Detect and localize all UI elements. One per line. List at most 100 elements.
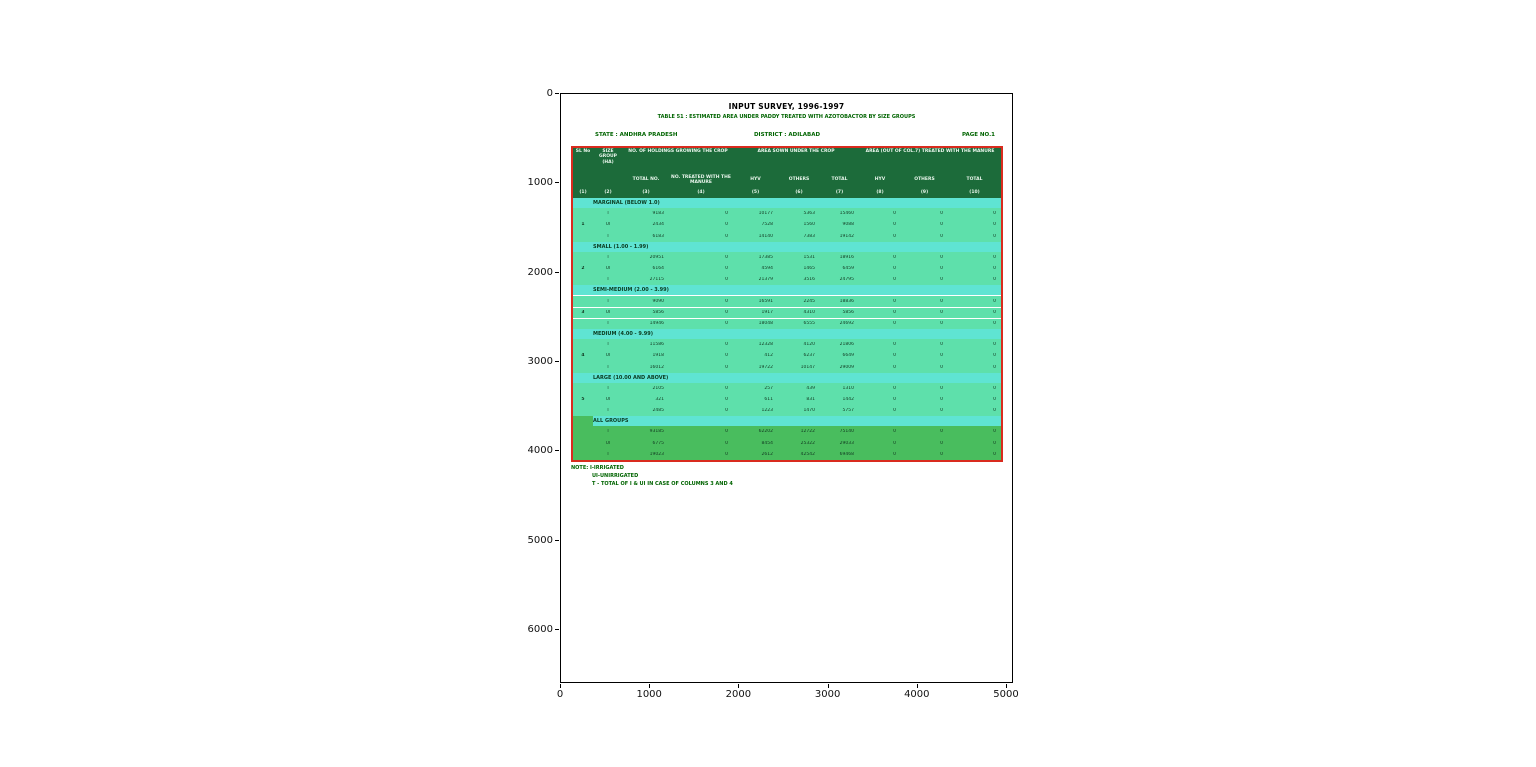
value-cell: 9090	[652, 298, 664, 304]
header-colnum-cell: (6)	[795, 190, 803, 196]
size-group-section: LARGE (10.00 AND ABOVE) I 2105 0 257 439 1310 0…	[573, 372, 1001, 417]
value-cell: 0	[725, 408, 728, 414]
irrigation-type-cell: I	[607, 385, 609, 391]
value-cell: 0	[940, 277, 943, 283]
x-tick-mark	[738, 684, 740, 688]
value-cell: 24692	[839, 321, 854, 327]
value-cell: 0	[993, 277, 996, 283]
value-cell: 14140	[758, 233, 773, 239]
size-group-label: SMALL (1.00 - 1.99)	[593, 243, 649, 250]
value-cell: 25322	[800, 440, 815, 446]
value-cell: 1531	[803, 254, 815, 260]
value-cell: 0	[893, 254, 896, 260]
y-tick-mark	[555, 539, 559, 541]
value-cell: 15460	[839, 211, 854, 217]
value-cell: 6237	[803, 353, 815, 359]
irrigation-type-cell: I	[607, 429, 609, 435]
value-cell: 0	[940, 342, 943, 348]
size-group-band: LARGE (10.00 AND ABOVE)	[573, 372, 1001, 383]
value-cell: 0	[893, 342, 896, 348]
value-cell: 0	[893, 429, 896, 435]
value-cell: 0	[893, 211, 896, 217]
table-row: T 2485 0 1223 1470 5757 0 0 0	[573, 405, 1001, 416]
header-subcol-cell: OTHERS	[788, 177, 810, 183]
irrigation-type-cell: UI	[605, 266, 611, 271]
header-colnum-cell: (3)	[642, 190, 650, 196]
value-cell: 7528	[761, 222, 773, 228]
value-cell: 0	[893, 298, 896, 304]
size-group-section: ALL GROUPS I 93185 0 62202 12722 75140 0 0 0 UI 677…	[573, 416, 1001, 461]
value-cell: 4120	[803, 342, 815, 348]
irrigation-type-cell: UI	[605, 222, 611, 228]
value-cell: 20951	[649, 254, 664, 260]
value-cell: 0	[940, 222, 943, 228]
x-tick-label: 0	[556, 689, 564, 700]
value-cell: 0	[725, 353, 728, 359]
size-group-label: MEDIUM (4.00 - 9.99)	[593, 331, 653, 338]
value-cell: 0	[993, 440, 996, 446]
value-cell: 9088	[842, 222, 854, 228]
size-group-label: SEMI-MEDIUM (2.00 - 3.99)	[593, 287, 669, 294]
value-cell: 0	[725, 266, 728, 271]
value-cell: 0	[993, 298, 996, 304]
value-cell: 321	[655, 397, 664, 403]
header-cell-spacer	[573, 172, 593, 188]
header-subcol-cell: OTHERS	[914, 177, 935, 183]
y-tick-mark	[555, 628, 559, 630]
header-group-cell: NO. OF HOLDINGS GROWING THE CROP	[628, 149, 728, 154]
value-cell: 0	[893, 364, 896, 370]
irrigation-type-cell: I	[607, 298, 609, 304]
value-cell: 6459	[842, 266, 854, 271]
value-cell: 0	[940, 364, 943, 370]
value-cell: 0	[993, 408, 996, 414]
x-tick-mark	[916, 684, 918, 688]
value-cell: 24795	[839, 277, 854, 283]
value-cell: 0	[893, 266, 896, 271]
value-cell: 0	[993, 451, 996, 457]
value-cell: 0	[893, 408, 896, 414]
value-cell: 0	[993, 266, 996, 271]
irrigation-type-cell: T	[606, 408, 610, 414]
band-slno-spacer	[573, 329, 593, 339]
value-cell: 0	[893, 222, 896, 228]
y-tick-mark	[555, 271, 559, 273]
value-cell: 0	[993, 233, 996, 239]
note-line: UI-UNIRRIGATED	[592, 473, 639, 479]
header-cell: SL No	[575, 149, 591, 154]
irrigation-type-cell: T	[606, 321, 610, 327]
value-cell: 9183	[652, 211, 664, 217]
value-cell: 0	[940, 353, 943, 359]
value-cell: 18836	[839, 298, 854, 304]
table-header-groups-row: SL No SIZE GROUP (HA) NO. OF HOLDINGS GROW…	[573, 148, 1001, 172]
header-colnum-cell: (7)	[835, 190, 844, 196]
value-cell: 2245	[803, 298, 815, 304]
value-cell: 0	[725, 429, 728, 435]
x-tick-label: 4000	[904, 689, 930, 700]
x-tick-mark	[827, 684, 829, 688]
value-cell: 7383	[803, 233, 815, 239]
value-cell: 19142	[839, 233, 854, 239]
value-cell: 0	[893, 321, 896, 327]
value-cell: 4594	[761, 266, 773, 271]
value-cell: 19023	[649, 451, 664, 457]
slno-cell: 2	[581, 266, 585, 271]
value-cell: 93185	[649, 429, 664, 435]
table-row: 4 UI 1918 0 412 6237 6649 0 0 0	[573, 350, 1001, 361]
value-cell: 611	[764, 397, 773, 403]
note-line: NOTE: I-IRRIGATED	[571, 465, 624, 471]
value-cell: 0	[893, 277, 896, 283]
value-cell: 6183	[652, 233, 664, 239]
document-subtitle: TABLE 51 : ESTIMATED AREA UNDER PADDY TR…	[657, 114, 916, 120]
y-tick-label: 2000	[527, 266, 553, 278]
value-cell: 0	[993, 353, 996, 359]
size-group-band: SMALL (1.00 - 1.99)	[573, 241, 1001, 252]
x-tick-mark	[560, 684, 561, 688]
size-group-band: MEDIUM (4.00 - 9.99)	[573, 329, 1001, 340]
band-slno-spacer	[573, 416, 593, 427]
value-cell: 6164	[652, 266, 664, 271]
slno-cell: 5	[581, 397, 585, 403]
irrigation-type-cell: I	[607, 254, 609, 260]
value-cell: 8454	[761, 440, 773, 446]
header-colnum-cell: (9)	[920, 190, 929, 196]
value-cell: 0	[940, 321, 943, 327]
